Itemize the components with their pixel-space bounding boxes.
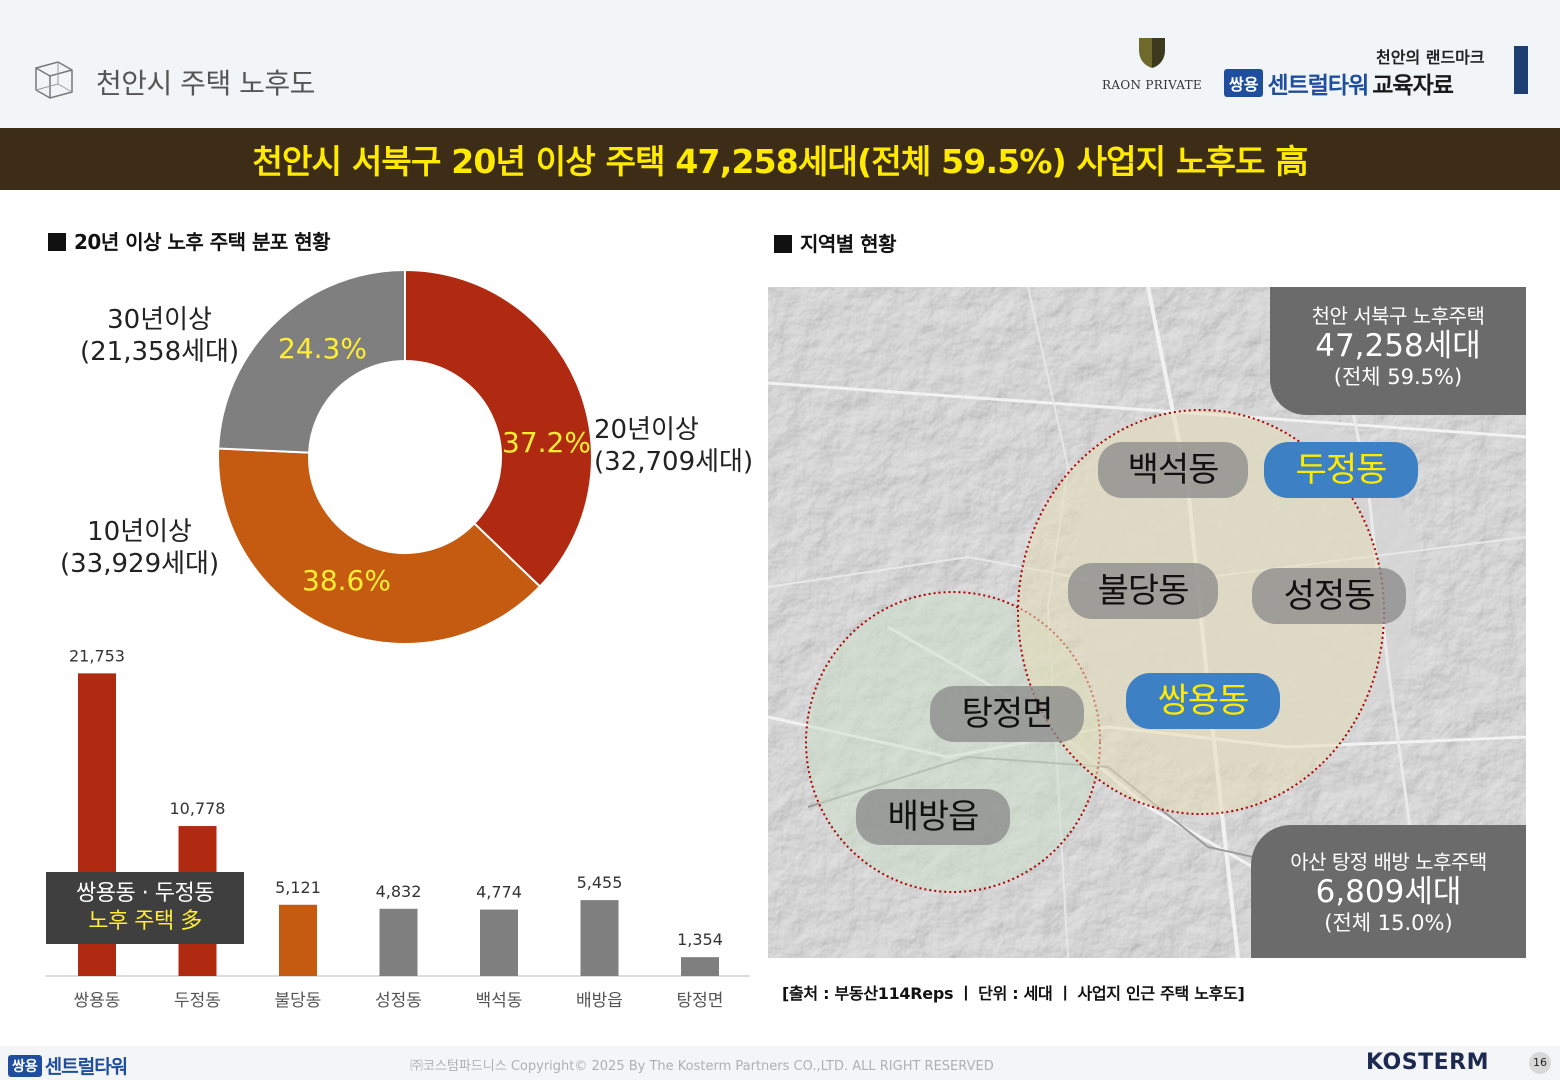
bar-4 xyxy=(379,908,418,976)
shield-icon xyxy=(1139,38,1165,68)
brand-name: 센트럴타워 xyxy=(1267,73,1369,99)
bar-category-label: 쌍용동 xyxy=(74,991,121,1011)
source-note: [출처 : 부동산114Reps ㅣ 단위 : 세대 ㅣ 사업지 인근 주택 노… xyxy=(782,984,1245,1003)
page-footer: 쌍용 센트럴타워 ㈜코스텀파드니스 Copyright© 2025 By The… xyxy=(0,1046,1560,1080)
area-tangjeong: 탕정면 xyxy=(930,686,1084,742)
area-buldang: 불당동 xyxy=(1068,563,1218,619)
donut-pct-30yr: 24.3% xyxy=(278,332,367,365)
region-map: 천안 서북구 노후주택 47,258세대 (전체 59.5%) 아산 탕정 배방… xyxy=(768,287,1526,958)
copyright-text: ㈜코스텀파드니스 Copyright© 2025 By The Kosterm … xyxy=(410,1059,994,1074)
footer-badge: 쌍용 xyxy=(8,1054,42,1077)
seobuk-info-value: 47,258세대 xyxy=(1315,328,1481,364)
area-baebang: 배방읍 xyxy=(856,789,1010,845)
left-section-title-text: 20년 이상 노후 주택 분포 현황 xyxy=(74,230,331,254)
bar-category-label: 성정동 xyxy=(375,991,422,1011)
bar-category-label: 두정동 xyxy=(174,991,221,1011)
donut-label-30yr-line1: 30년이상 xyxy=(107,305,212,335)
page-title: 천안시 주택 노후도 xyxy=(96,67,315,100)
square-bullet-icon xyxy=(48,233,66,251)
page-number: 16 xyxy=(1529,1052,1551,1074)
bar-value-label: 10,778 xyxy=(170,799,226,818)
donut-slice-20yr xyxy=(404,268,593,588)
area-ssangyong: 쌍용동 xyxy=(1126,673,1280,729)
callout-box: 쌍용동 · 두정동 노후 주택 多 xyxy=(46,872,244,944)
right-section-title: 지역별 현황 xyxy=(774,228,896,257)
donut-label-20yr-line1: 20년이상 xyxy=(594,415,699,445)
bar-category-label: 배방읍 xyxy=(576,991,623,1011)
callout-line1: 쌍용동 · 두정동 xyxy=(76,881,214,906)
kosterm-logo: KOSTERM xyxy=(1366,1050,1489,1075)
bar-3 xyxy=(279,904,317,976)
bar-category-label: 탕정면 xyxy=(677,991,724,1011)
donut-pct-10yr: 38.6% xyxy=(302,564,391,597)
page-header: 천안시 주택 노후도 RAON PRIVATE 천안의 랜드마크 쌍용 센트럴타… xyxy=(0,0,1560,128)
square-bullet-icon xyxy=(774,235,792,253)
header-accent-bar xyxy=(1514,46,1528,94)
asan-info-title: 아산 탕정 배방 노후주택 xyxy=(1290,850,1487,874)
bar-category-label: 백석동 xyxy=(476,991,523,1011)
asan-info-box: 아산 탕정 배방 노후주택 6,809세대 (전체 15.0%) xyxy=(1251,825,1526,958)
raon-private-logo: RAON PRIVATE xyxy=(1096,36,1208,92)
callout-line2: 노후 주택 多 xyxy=(88,909,202,934)
donut-label-20yr: 20년이상 (32,709세대) xyxy=(594,414,753,478)
bar-5 xyxy=(480,909,518,976)
bar-chart: 21,753 쌍용동 10,778 두정동 5,121 불당동 4,832 성정동 4,774 백… xyxy=(46,646,750,1011)
raon-logo-text: RAON PRIVATE xyxy=(1102,78,1202,92)
brand-logo: 쌍용 센트럴타워 교육자료 xyxy=(1224,66,1454,100)
bar-value-label: 5,455 xyxy=(577,873,623,892)
asan-info-sub: (전체 15.0%) xyxy=(1324,911,1453,935)
donut-label-10yr-line1: 10년이상 xyxy=(87,517,192,547)
donut-label-10yr: 10년이상 (33,929세대) xyxy=(60,516,219,580)
headline-banner: 천안시 서북구 20년 이상 주택 47,258세대(전체 59.5%) 사업지… xyxy=(0,128,1560,190)
donut-slice-10yr xyxy=(217,447,542,645)
footer-brand-logo: 쌍용 센트럴타워 xyxy=(8,1052,128,1079)
donut-label-30yr: 30년이상 (21,358세대) xyxy=(80,304,239,368)
bar-value-label: 21,753 xyxy=(69,646,125,665)
brand-badge: 쌍용 xyxy=(1224,69,1264,97)
seobuk-info-box: 천안 서북구 노후주택 47,258세대 (전체 59.5%) xyxy=(1270,287,1526,415)
area-dujeong: 두정동 xyxy=(1264,442,1418,498)
brand-suffix: 교육자료 xyxy=(1372,73,1454,99)
cube-icon xyxy=(35,61,73,99)
donut-label-10yr-line2: (33,929세대) xyxy=(60,549,220,579)
donut-slice-30yr xyxy=(217,268,406,454)
left-section-title: 20년 이상 노후 주택 분포 현황 xyxy=(48,226,331,255)
right-section-title-text: 지역별 현황 xyxy=(800,232,896,256)
donut-pct-20yr: 37.2% xyxy=(502,426,591,459)
donut-label-20yr-line2: (32,709세대) xyxy=(594,447,754,477)
donut-label-30yr-line2: (21,358세대) xyxy=(80,337,240,367)
bar-value-label: 4,832 xyxy=(376,882,422,901)
seobuk-info-sub: (전체 59.5%) xyxy=(1333,365,1463,389)
footer-brand-name: 센트럴타워 xyxy=(44,1056,128,1078)
bar-value-label: 4,774 xyxy=(476,883,522,902)
area-seongjeong: 성정동 xyxy=(1252,568,1406,624)
bar-category-label: 불당동 xyxy=(275,991,322,1011)
bar-value-label: 5,121 xyxy=(275,878,321,897)
donut-chart xyxy=(217,268,593,645)
bar-6 xyxy=(580,900,619,976)
area-baekseok: 백석동 xyxy=(1098,442,1248,498)
brand-tagline: 천안의 랜드마크 xyxy=(1376,48,1485,67)
seobuk-info-title: 천안 서북구 노후주택 xyxy=(1311,304,1485,328)
bar-7 xyxy=(681,957,719,976)
bar-value-label: 1,354 xyxy=(677,930,723,949)
headline-text: 천안시 서북구 20년 이상 주택 47,258세대(전체 59.5%) 사업지… xyxy=(252,142,1308,181)
asan-info-value: 6,809세대 xyxy=(1315,874,1462,910)
